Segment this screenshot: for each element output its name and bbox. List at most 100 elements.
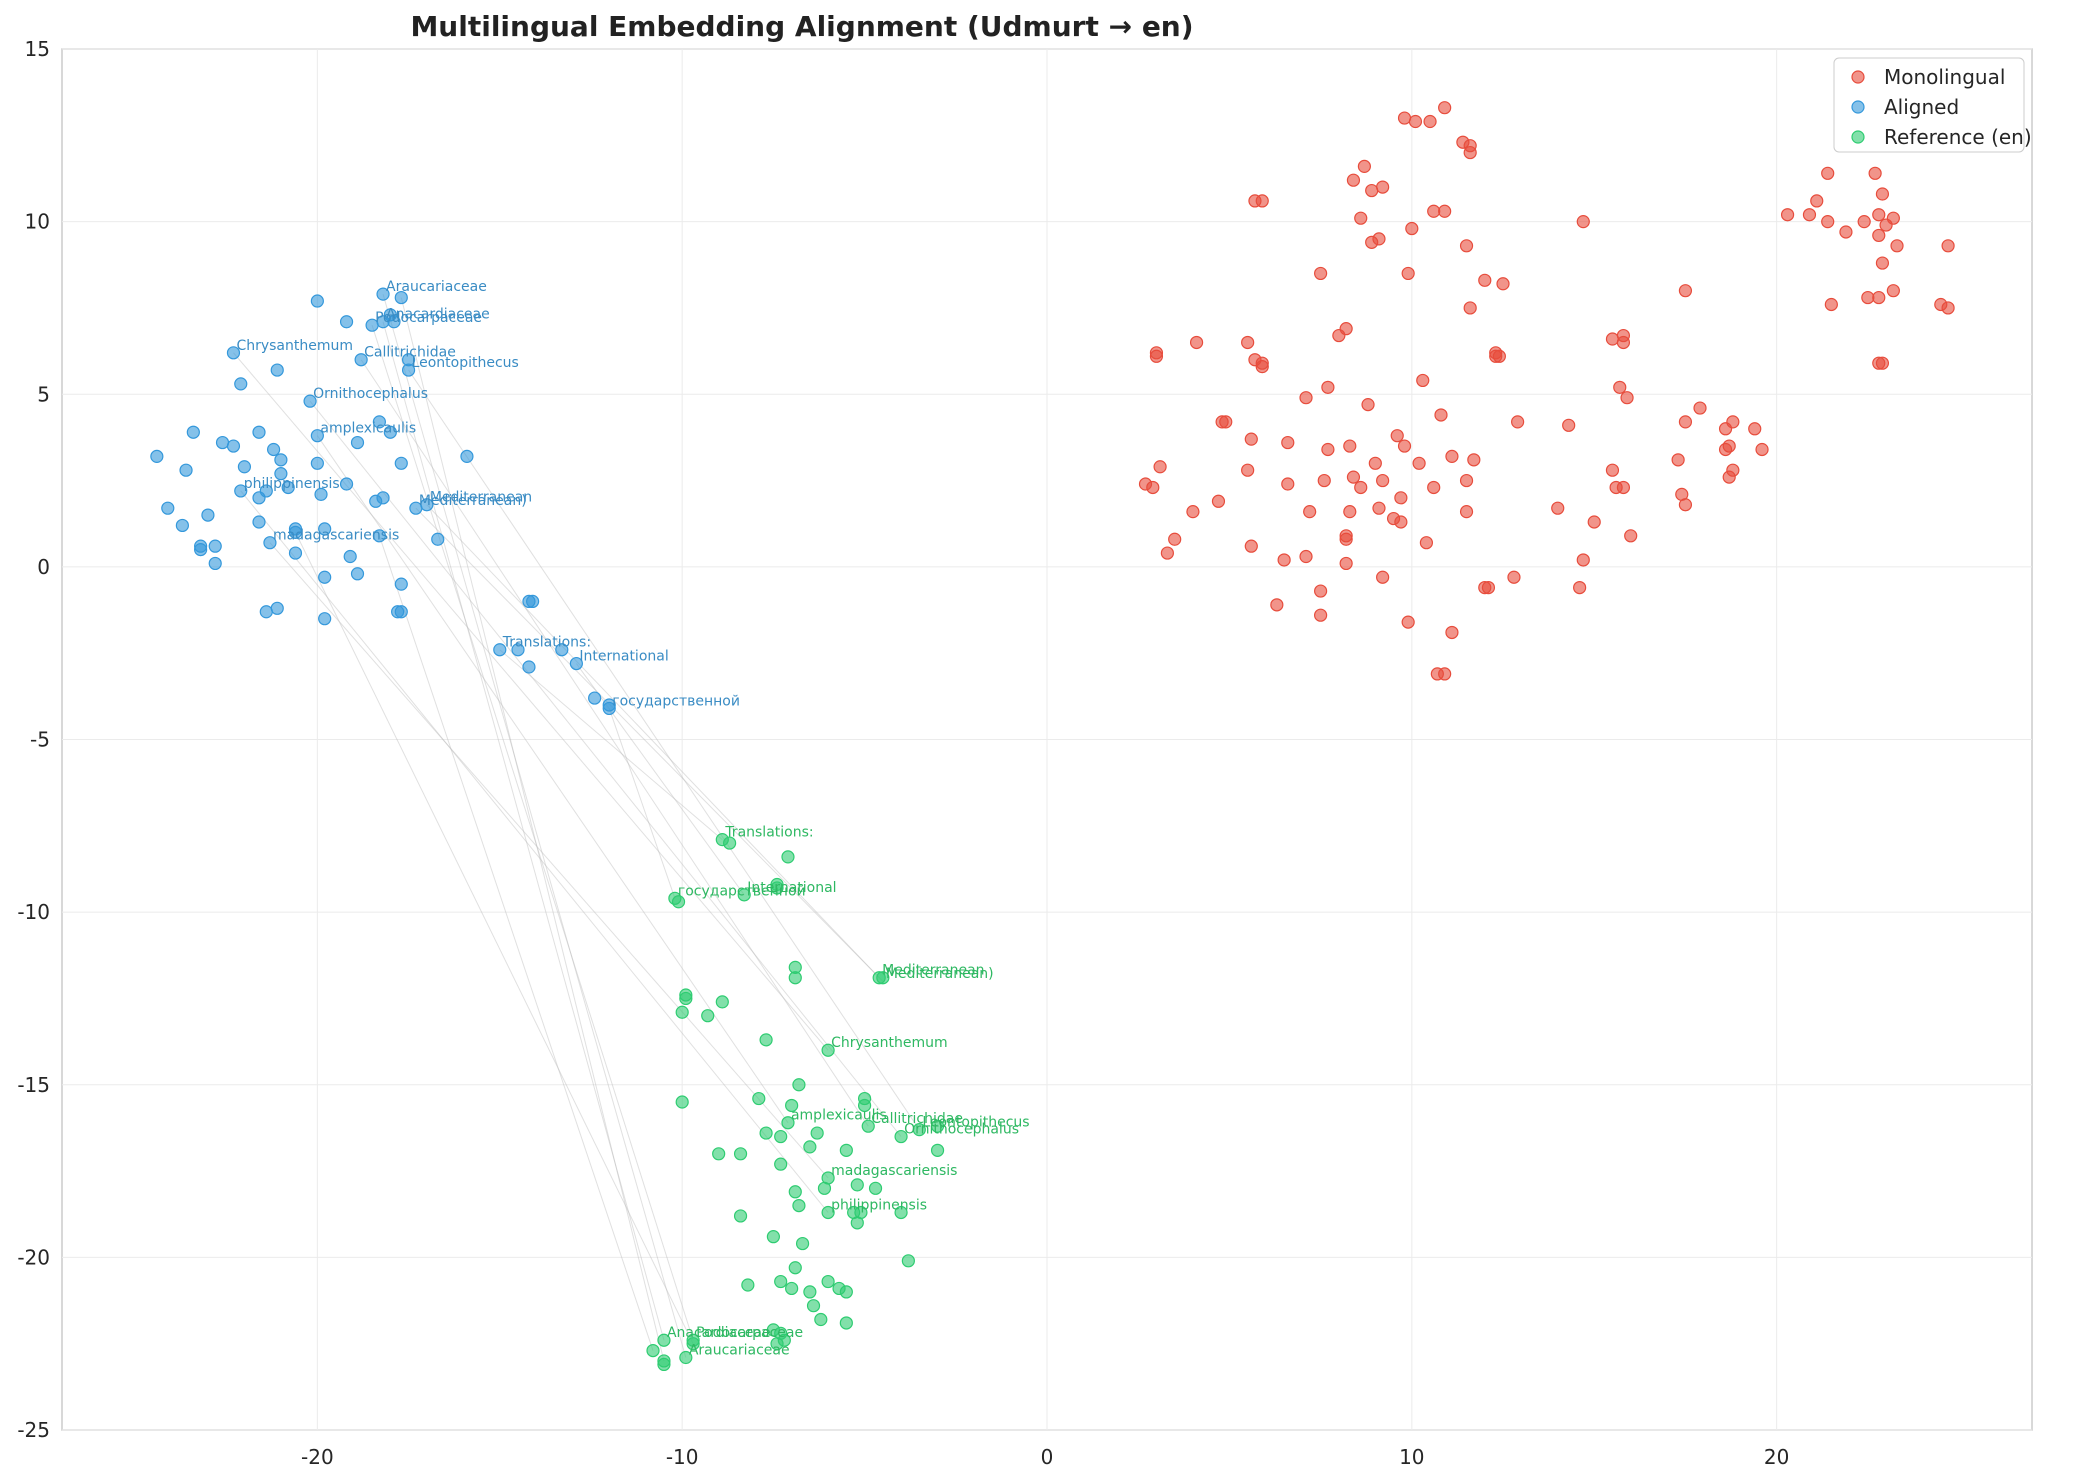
reference-en-point: [774, 1129, 788, 1144]
monolingual-point: [1368, 456, 1382, 470]
reference-en-point: [733, 1209, 748, 1223]
monolingual-point: [1219, 415, 1233, 429]
point-label: Anacardiaceae: [386, 307, 490, 323]
point-label: Callitrichidae: [364, 345, 456, 361]
monolingual-point: [1372, 501, 1386, 515]
reference-en-point: [894, 1129, 908, 1144]
aligned-point: [208, 556, 222, 571]
aligned-point: [252, 515, 266, 529]
point-label: Chrysanthemum: [236, 338, 353, 354]
monolingual-point: [1434, 408, 1448, 422]
monolingual-point: [1346, 173, 1361, 187]
monolingual-point: [1489, 349, 1503, 363]
reference-en-point: [792, 1198, 806, 1213]
legend-marker: [1851, 70, 1865, 84]
monolingual-point: [1573, 580, 1587, 595]
monolingual-point: [1478, 580, 1492, 595]
reference-en-point: [675, 1005, 689, 1019]
reference-en-point: [657, 1357, 671, 1372]
monolingual-point: [1726, 415, 1740, 429]
monolingual-point: [1343, 505, 1357, 519]
monolingual-point: [1241, 463, 1255, 477]
monolingual-point: [1153, 460, 1167, 474]
aligned-point: [511, 643, 525, 657]
monolingual-point: [1875, 256, 1890, 270]
connector-line: [408, 369, 920, 1130]
monolingual-point: [1678, 415, 1693, 429]
reference-en-point: [795, 1236, 810, 1251]
reference-en-point: [675, 1095, 689, 1109]
monolingual-point: [1405, 221, 1419, 236]
monolingual-point: [1872, 290, 1886, 305]
connector-line: [360, 359, 869, 1127]
aligned-point: [372, 529, 386, 543]
monolingual-point: [1299, 391, 1313, 405]
reference-en-point: [894, 1205, 908, 1220]
legend-box: [1833, 57, 2025, 153]
aligned-point: [179, 463, 193, 477]
monolingual-point: [1427, 204, 1441, 218]
monolingual-point: [1211, 494, 1226, 508]
reference-en-point: [781, 1116, 795, 1130]
aligned-point: [194, 543, 208, 557]
aligned-point: [288, 525, 303, 539]
aligned-point: [376, 491, 390, 505]
monolingual-point: [1357, 159, 1371, 173]
reference-en-point: [723, 836, 737, 850]
monolingual-point: [1438, 101, 1452, 115]
aligned-point: [350, 435, 365, 450]
monolingual-point: [1613, 380, 1627, 394]
monolingual-point: [1821, 215, 1835, 229]
monolingual-point: [1423, 114, 1437, 129]
reference-en-point: [752, 1091, 766, 1106]
reference-en-point: [839, 1316, 853, 1330]
reference-en-point: [803, 1140, 817, 1154]
point-label: государственной: [678, 883, 806, 899]
legend: Monolingual Aligned Reference (en): [1833, 57, 2032, 153]
reference-en-point: [774, 1157, 788, 1171]
point-label: Anacardiaceae: [667, 1325, 771, 1341]
aligned-point: [420, 498, 434, 512]
monolingual-point: [1354, 211, 1368, 225]
monolingual-point: [1478, 273, 1492, 287]
data-points: [150, 101, 1955, 1372]
monolingual-point: [1511, 415, 1525, 429]
monolingual-point: [1408, 114, 1423, 129]
monolingual-point: [1314, 266, 1328, 281]
monolingual-point: [1886, 284, 1900, 298]
point-label: philippinensis: [831, 1197, 927, 1213]
aligned-point: [526, 594, 540, 609]
point-labels: AraucariaceaePodocarpaceaeAnacardiaceaeC…: [236, 279, 1029, 1358]
monolingual-point: [1317, 473, 1331, 488]
point-label: Ornithocephalus: [313, 386, 428, 402]
aligned-point: [234, 377, 248, 391]
x-tick-label: 20: [1764, 1445, 1789, 1469]
point-label: madagascariensis: [831, 1163, 957, 1179]
point-label: amplexicaulis: [320, 421, 416, 437]
aligned-point: [208, 539, 222, 553]
monolingual-point: [1412, 456, 1426, 470]
monolingual-point: [1879, 218, 1893, 232]
monolingual-point: [1401, 615, 1415, 629]
point-label: Translations:: [724, 825, 813, 841]
x-tick-label: 0: [1041, 1445, 1054, 1469]
monolingual-point: [1722, 439, 1736, 453]
grid-lines: [62, 48, 2032, 1431]
monolingual-point: [1693, 401, 1707, 415]
monolingual-point: [1861, 290, 1875, 305]
legend-marker: [1851, 130, 1865, 144]
reference-en-point: [701, 1009, 715, 1023]
monolingual-point: [1459, 473, 1474, 488]
monolingual-point: [1160, 546, 1174, 560]
monolingual-point: [1303, 505, 1317, 519]
reference-en-point: [930, 1143, 945, 1157]
y-tick-label: 15: [25, 37, 50, 61]
point-label: Mediterranean): [419, 493, 527, 509]
reference-en-point: [857, 1098, 872, 1113]
aligned-point: [310, 429, 324, 443]
y-tick-label: 5: [37, 382, 50, 406]
monolingual-point: [1376, 473, 1390, 488]
monolingual-point: [1438, 204, 1452, 218]
reference-en-point: [817, 1181, 832, 1195]
monolingual-point: [1397, 111, 1412, 125]
